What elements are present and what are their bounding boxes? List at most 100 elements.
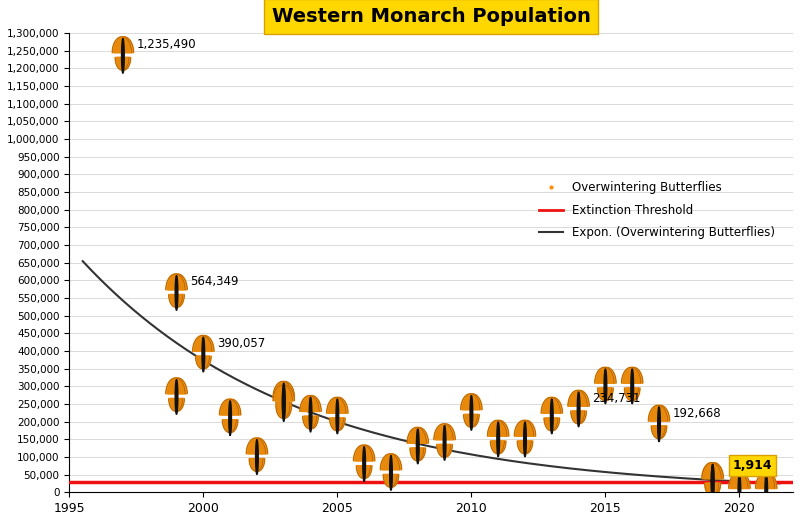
Text: 192,668: 192,668 — [673, 407, 721, 420]
Polygon shape — [755, 472, 775, 489]
Polygon shape — [443, 425, 446, 460]
Polygon shape — [276, 406, 290, 418]
Polygon shape — [380, 454, 399, 470]
Polygon shape — [273, 382, 292, 397]
Polygon shape — [648, 405, 668, 421]
Polygon shape — [711, 464, 714, 499]
Polygon shape — [326, 397, 346, 413]
Polygon shape — [573, 411, 586, 424]
Polygon shape — [517, 420, 536, 436]
Polygon shape — [115, 57, 129, 70]
Polygon shape — [246, 438, 266, 454]
Text: 1,235,490: 1,235,490 — [136, 38, 196, 51]
Polygon shape — [166, 274, 185, 290]
Polygon shape — [222, 420, 236, 432]
Polygon shape — [251, 459, 265, 471]
Polygon shape — [354, 445, 373, 461]
Polygon shape — [222, 399, 241, 415]
Polygon shape — [702, 462, 722, 479]
Polygon shape — [170, 294, 184, 307]
Polygon shape — [631, 369, 634, 404]
Polygon shape — [487, 420, 506, 436]
Polygon shape — [219, 399, 238, 415]
Polygon shape — [466, 414, 479, 427]
Polygon shape — [706, 483, 721, 496]
Polygon shape — [524, 422, 526, 457]
Polygon shape — [310, 397, 312, 432]
Polygon shape — [168, 378, 187, 394]
Polygon shape — [517, 441, 531, 454]
Polygon shape — [550, 399, 553, 434]
Polygon shape — [599, 388, 614, 401]
Polygon shape — [382, 454, 402, 470]
Polygon shape — [198, 356, 211, 369]
Polygon shape — [470, 395, 473, 430]
Polygon shape — [169, 398, 182, 411]
Polygon shape — [300, 396, 319, 411]
Polygon shape — [175, 379, 178, 414]
Polygon shape — [490, 441, 504, 454]
Polygon shape — [624, 367, 643, 383]
Polygon shape — [195, 356, 210, 369]
Polygon shape — [463, 414, 478, 427]
Polygon shape — [390, 455, 392, 490]
Polygon shape — [514, 420, 534, 436]
Text: 1,914: 1,914 — [733, 459, 773, 472]
Polygon shape — [305, 416, 318, 429]
Polygon shape — [732, 493, 746, 506]
Text: 234,731: 234,731 — [592, 392, 641, 405]
Polygon shape — [410, 448, 424, 461]
Polygon shape — [278, 402, 291, 415]
Polygon shape — [704, 462, 723, 479]
Polygon shape — [546, 418, 560, 431]
Polygon shape — [417, 429, 419, 464]
Polygon shape — [224, 420, 238, 432]
Polygon shape — [704, 462, 723, 479]
Polygon shape — [249, 459, 263, 471]
Polygon shape — [363, 447, 366, 481]
Polygon shape — [329, 397, 348, 413]
Polygon shape — [302, 416, 317, 429]
Polygon shape — [519, 441, 533, 454]
Polygon shape — [273, 385, 292, 401]
Polygon shape — [412, 448, 426, 461]
Polygon shape — [758, 472, 777, 489]
Polygon shape — [597, 367, 616, 383]
Polygon shape — [202, 337, 205, 372]
Polygon shape — [407, 428, 426, 443]
Polygon shape — [604, 369, 606, 404]
Polygon shape — [568, 390, 587, 406]
Polygon shape — [229, 401, 231, 435]
Polygon shape — [117, 57, 130, 70]
Polygon shape — [490, 420, 509, 436]
Polygon shape — [330, 418, 343, 431]
Polygon shape — [544, 418, 558, 431]
Polygon shape — [598, 388, 611, 401]
Polygon shape — [497, 422, 499, 457]
Polygon shape — [624, 388, 638, 401]
Polygon shape — [729, 472, 748, 489]
Polygon shape — [658, 407, 660, 442]
Polygon shape — [356, 466, 370, 478]
Polygon shape — [112, 37, 131, 53]
Polygon shape — [578, 392, 580, 427]
Polygon shape — [731, 472, 750, 489]
Polygon shape — [302, 396, 322, 411]
Polygon shape — [358, 466, 372, 478]
Polygon shape — [438, 444, 453, 457]
Polygon shape — [705, 483, 718, 496]
Polygon shape — [463, 394, 482, 410]
Polygon shape — [758, 493, 772, 506]
Polygon shape — [760, 493, 774, 506]
Polygon shape — [626, 388, 640, 401]
Polygon shape — [193, 336, 212, 351]
Polygon shape — [436, 424, 455, 440]
Polygon shape — [355, 445, 375, 461]
Text: 390,057: 390,057 — [217, 337, 265, 350]
Polygon shape — [434, 424, 453, 440]
Polygon shape — [765, 474, 767, 509]
Polygon shape — [705, 483, 718, 496]
Polygon shape — [706, 483, 721, 496]
Polygon shape — [282, 383, 285, 418]
Polygon shape — [275, 382, 294, 397]
